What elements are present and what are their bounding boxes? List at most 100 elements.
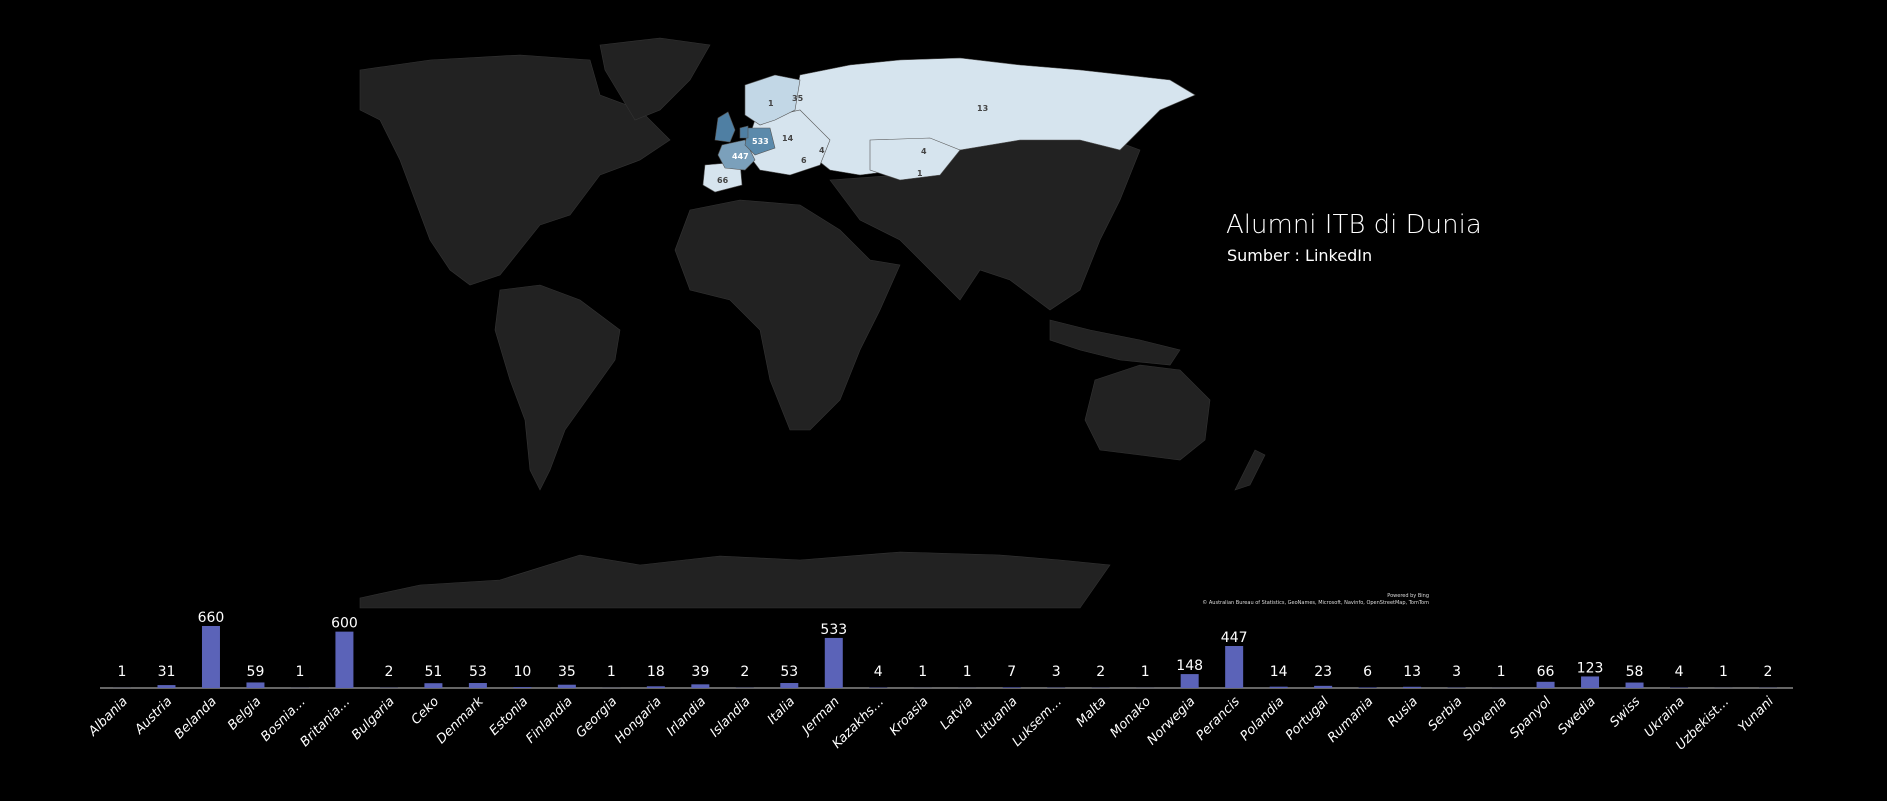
category-label: Polandia bbox=[1238, 694, 1288, 744]
map-label: 447 bbox=[732, 152, 749, 161]
map-title: Alumni ITB di Dunia bbox=[1226, 210, 1482, 240]
category-label: Rumania bbox=[1325, 694, 1376, 745]
bar-value-label: 4 bbox=[1675, 664, 1684, 680]
bar-value-label: 51 bbox=[424, 664, 442, 680]
map-label: 66 bbox=[717, 176, 729, 185]
bar bbox=[1403, 686, 1422, 688]
category-label: Ceko bbox=[409, 694, 443, 728]
bar-value-label: 53 bbox=[469, 664, 487, 680]
bar-value-label: 1 bbox=[1141, 664, 1150, 680]
bar-value-label: 3 bbox=[1052, 664, 1061, 680]
bar-value-label: 1 bbox=[918, 664, 927, 680]
bar-value-label: 123 bbox=[1577, 660, 1604, 676]
category-label: Norwegia bbox=[1144, 694, 1198, 748]
map-label: 6 bbox=[801, 156, 807, 165]
bar bbox=[201, 626, 220, 688]
bar bbox=[1269, 686, 1288, 688]
se-asia-islands bbox=[1049, 319, 1181, 366]
bar bbox=[468, 683, 487, 688]
bar-value-label: 600 bbox=[331, 616, 358, 632]
britain-region bbox=[714, 111, 736, 143]
bar-value-label: 1 bbox=[295, 664, 304, 680]
category-label: Yunani bbox=[1736, 694, 1777, 735]
map-label: 1 bbox=[768, 99, 774, 108]
bar bbox=[1225, 646, 1244, 688]
bar-value-label: 6 bbox=[1363, 664, 1372, 680]
category-label: Belanda bbox=[172, 694, 220, 742]
bar-value-label: 148 bbox=[1176, 658, 1203, 674]
bar-value-label: 660 bbox=[198, 610, 225, 626]
bar bbox=[824, 637, 843, 688]
category-label: Hongaria bbox=[612, 694, 664, 746]
bar-value-label: 447 bbox=[1221, 630, 1248, 646]
map-label: 14 bbox=[782, 134, 794, 143]
map-label: 35 bbox=[792, 94, 804, 103]
category-label: Latvia bbox=[937, 694, 976, 733]
world-map: 1 35 13 533 14 4 447 6 4 1 66 bbox=[359, 37, 1266, 609]
category-label: Irlandia bbox=[664, 694, 709, 739]
bar-value-label: 14 bbox=[1270, 664, 1288, 680]
france-region bbox=[717, 139, 756, 171]
powered-by: Powered by Bing bbox=[1387, 593, 1429, 599]
antarctica bbox=[359, 551, 1111, 609]
germany-region bbox=[744, 127, 776, 156]
bar-chart: 1Albania31Austria660Belanda59Belgia1Bosn… bbox=[85, 610, 1793, 753]
bar-value-label: 31 bbox=[158, 664, 176, 680]
bar-value-label: 35 bbox=[558, 664, 576, 680]
map-label: 1 bbox=[917, 169, 923, 178]
category-label: Belgia bbox=[225, 694, 264, 733]
category-label: Bulgaria bbox=[349, 694, 398, 743]
map-label: 4 bbox=[819, 146, 825, 155]
bar-value-label: 1 bbox=[1497, 664, 1506, 680]
bar-value-label: 10 bbox=[513, 664, 531, 680]
bar bbox=[691, 684, 710, 688]
bar bbox=[646, 686, 665, 688]
africa bbox=[674, 199, 901, 431]
bar bbox=[335, 631, 354, 688]
bar-value-label: 1 bbox=[118, 664, 127, 680]
bar-value-label: 59 bbox=[247, 664, 265, 680]
bar-value-label: 39 bbox=[691, 664, 709, 680]
south-america bbox=[494, 284, 621, 491]
bar bbox=[1536, 681, 1555, 688]
category-label: Jerman bbox=[797, 694, 842, 739]
bar bbox=[780, 683, 799, 688]
bar-value-label: 53 bbox=[780, 664, 798, 680]
category-label: Kroasia bbox=[887, 694, 932, 739]
map-label: 533 bbox=[752, 137, 769, 146]
bar-value-label: 18 bbox=[647, 664, 665, 680]
bar-value-label: 2 bbox=[1096, 664, 1105, 680]
category-label: Slovenia bbox=[1460, 694, 1510, 744]
bar bbox=[1358, 687, 1377, 688]
new-zealand bbox=[1234, 449, 1266, 491]
bar-value-label: 3 bbox=[1452, 664, 1461, 680]
bar bbox=[1002, 687, 1021, 688]
bar-value-label: 23 bbox=[1314, 664, 1332, 680]
category-label: Islandia bbox=[707, 694, 753, 740]
category-label: Ukraina bbox=[1642, 694, 1688, 740]
greenland bbox=[599, 37, 711, 121]
bar bbox=[513, 687, 532, 688]
category-label: Italia bbox=[765, 694, 798, 727]
category-label: Finlandia bbox=[523, 694, 575, 746]
bar bbox=[557, 684, 576, 688]
category-label: Denmark bbox=[434, 694, 487, 747]
bar-value-label: 2 bbox=[740, 664, 749, 680]
bar-value-label: 2 bbox=[384, 664, 393, 680]
bar-value-label: 13 bbox=[1403, 664, 1421, 680]
category-label: Swiss bbox=[1607, 694, 1643, 730]
netherlands-region bbox=[739, 125, 749, 139]
bar bbox=[1581, 676, 1600, 688]
scandinavia-region bbox=[744, 74, 801, 126]
category-label: Perancis bbox=[1194, 694, 1244, 744]
category-label: Albania bbox=[85, 694, 131, 740]
bar-value-label: 533 bbox=[820, 622, 847, 638]
category-label: Austria bbox=[132, 694, 176, 738]
bar bbox=[1314, 685, 1333, 688]
bar-value-label: 58 bbox=[1626, 664, 1644, 680]
category-label: Spanyol bbox=[1507, 694, 1555, 742]
bar-value-label: 2 bbox=[1764, 664, 1773, 680]
bar-value-label: 7 bbox=[1007, 664, 1016, 680]
bar bbox=[1625, 682, 1644, 688]
category-label: Malta bbox=[1074, 694, 1110, 730]
